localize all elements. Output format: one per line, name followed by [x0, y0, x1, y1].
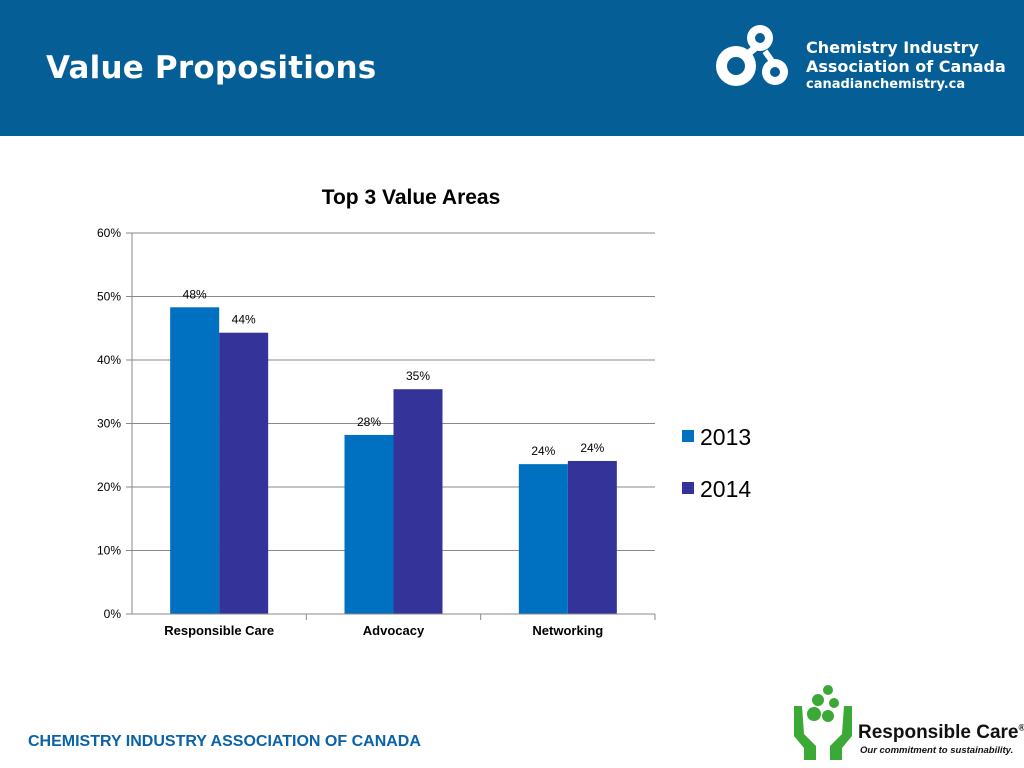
chart-title: Top 3 Value Areas: [322, 186, 501, 209]
responsible-care-hands-logo-icon: [794, 685, 852, 760]
axes: 0% 10% 20% 30% 40% 50% 60% Responsible Care Advo…: [97, 226, 656, 638]
cia-molecule-logo-icon: [716, 25, 788, 86]
y-tick-label: 0%: [104, 607, 122, 621]
cia-name-line2: Association of Canada: [806, 57, 1006, 76]
y-tick-label: 50%: [97, 290, 121, 304]
y-tick-label: 40%: [97, 353, 121, 367]
bar: [393, 389, 443, 614]
x-tick-label: Responsible Care: [164, 623, 274, 638]
responsible-care-name: Responsible Care®: [858, 722, 1024, 743]
legend-label: 2013: [700, 424, 751, 450]
bar: [219, 332, 269, 614]
header-bar: Value Propositions Chemistry Industry As…: [0, 0, 1024, 136]
bar: [170, 307, 220, 614]
y-tick-label: 10%: [97, 544, 121, 558]
bar: [567, 460, 617, 614]
legend-swatch: [682, 482, 694, 494]
data-label: 28%: [357, 415, 381, 429]
data-label: 24%: [531, 444, 555, 458]
bar-chart: Top 3 Value Areas 48% 44% 28% 35% 24% 24% 0% 1…: [97, 186, 751, 638]
y-tick-label: 20%: [97, 480, 121, 494]
data-label: 44%: [232, 313, 256, 327]
cia-name-line1: Chemistry Industry: [806, 38, 979, 57]
legend-label: 2014: [700, 476, 751, 502]
y-tick-label: 60%: [97, 226, 121, 240]
data-label: 48%: [183, 287, 207, 301]
legend-swatch: [682, 430, 694, 442]
bar: [344, 434, 394, 614]
data-label: 35%: [406, 369, 430, 383]
bars: [170, 307, 617, 614]
x-tick-label: Networking: [532, 623, 603, 638]
bar: [518, 464, 568, 614]
footer-organization: CHEMISTRY INDUSTRY ASSOCIATION OF CANADA: [28, 733, 421, 750]
slide-title: Value Propositions: [46, 50, 377, 86]
legend: 2013 2014: [682, 424, 751, 502]
responsible-care-tagline: Our commitment to sustainability.: [860, 745, 1014, 756]
data-labels: 48% 44% 28% 35% 24% 24%: [183, 287, 605, 458]
cia-logo-text: Chemistry Industry Association of Canada…: [806, 38, 1006, 94]
registered-mark: ®: [1018, 722, 1024, 733]
cia-website: canadianchemistry.ca: [806, 77, 966, 92]
data-label: 24%: [580, 441, 604, 455]
x-tick-label: Advocacy: [363, 623, 425, 638]
y-tick-label: 30%: [97, 417, 121, 431]
